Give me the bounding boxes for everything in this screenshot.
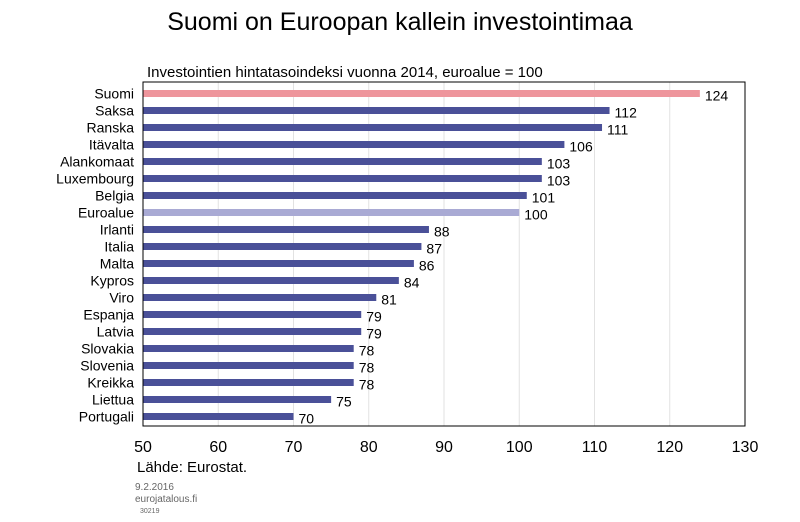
x-tick-label: 50 xyxy=(134,439,152,456)
category-label: Alankomaat xyxy=(60,154,134,170)
data-label: 100 xyxy=(524,207,548,223)
data-label: 79 xyxy=(366,309,382,325)
bar xyxy=(143,379,354,386)
bar xyxy=(143,209,520,216)
category-label: Malta xyxy=(100,256,134,272)
bar xyxy=(143,192,527,199)
data-label: 78 xyxy=(359,377,375,393)
bar xyxy=(143,243,422,250)
bar xyxy=(143,124,603,131)
data-label: 111 xyxy=(607,122,628,138)
category-label: Slovenia xyxy=(80,358,134,374)
x-tick-label: 80 xyxy=(360,439,378,456)
category-label: Slovakia xyxy=(81,341,134,357)
bar xyxy=(143,396,332,403)
bar xyxy=(143,260,414,267)
chart-subtitle: Investointien hintatasoindeksi vuonna 20… xyxy=(147,64,543,81)
bar xyxy=(143,175,542,182)
data-label: 78 xyxy=(359,343,375,359)
x-tick-label: 110 xyxy=(582,439,608,456)
bar xyxy=(143,107,610,114)
category-label: Latvia xyxy=(97,324,135,340)
category-label: Italia xyxy=(104,239,134,255)
bar xyxy=(143,345,354,352)
x-tick-label: 90 xyxy=(435,439,453,456)
data-label: 112 xyxy=(615,105,638,121)
data-label: 103 xyxy=(547,156,571,172)
bar xyxy=(143,90,700,97)
category-label: Saksa xyxy=(95,103,134,119)
chart-title: Suomi on Euroopan kallein investointimaa xyxy=(167,8,633,36)
category-label: Liettua xyxy=(92,392,134,408)
category-label: Kypros xyxy=(90,273,134,289)
category-label: Ranska xyxy=(87,120,135,136)
category-label: Kreikka xyxy=(87,375,134,391)
data-label: 78 xyxy=(359,360,375,376)
data-label: 86 xyxy=(419,258,435,274)
data-label: 106 xyxy=(569,139,593,155)
data-label: 101 xyxy=(532,190,556,206)
category-label: Irlanti xyxy=(100,222,134,238)
plot-frame xyxy=(142,81,746,427)
data-label: 81 xyxy=(381,292,397,308)
bar xyxy=(143,226,429,233)
data-label: 87 xyxy=(426,241,442,257)
category-label: Espanja xyxy=(83,307,134,323)
category-label: Viro xyxy=(109,290,134,306)
bar xyxy=(143,158,542,165)
bar xyxy=(143,362,354,369)
footer-code: 30219 xyxy=(140,508,160,515)
x-tick-label: 60 xyxy=(209,439,227,456)
category-label: Euroalue xyxy=(78,205,134,221)
data-label: 75 xyxy=(336,394,352,410)
x-tick-label: 100 xyxy=(506,439,533,456)
bar xyxy=(143,311,362,318)
footer-site: eurojatalous.fi xyxy=(135,494,198,505)
data-label: 79 xyxy=(366,326,382,342)
data-label: 103 xyxy=(547,173,571,189)
bar xyxy=(143,141,565,148)
data-label: 70 xyxy=(299,411,315,427)
data-label: 88 xyxy=(434,224,450,240)
x-tick-label: 70 xyxy=(285,439,303,456)
source-note: Lähde: Eurostat. xyxy=(137,459,248,476)
category-label: Portugali xyxy=(79,409,134,425)
category-label: Itävalta xyxy=(89,137,134,153)
x-tick-label: 120 xyxy=(656,439,683,456)
footer-date: 9.2.2016 xyxy=(135,482,174,493)
bar xyxy=(143,328,362,335)
bar xyxy=(143,294,377,301)
category-label: Belgia xyxy=(95,188,134,204)
data-label: 84 xyxy=(404,275,420,291)
category-label: Suomi xyxy=(94,86,134,102)
bar xyxy=(143,413,294,420)
x-tick-label: 130 xyxy=(732,439,759,456)
data-label: 124 xyxy=(705,88,729,104)
bar xyxy=(143,277,399,284)
category-label: Luxembourg xyxy=(56,171,134,187)
